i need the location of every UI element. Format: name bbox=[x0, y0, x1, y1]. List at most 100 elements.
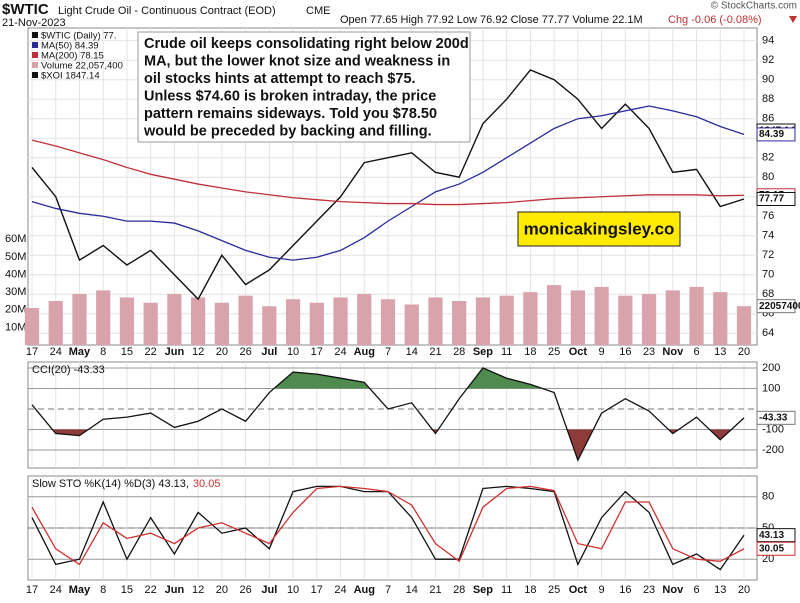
x-tick-label: Sep bbox=[473, 346, 493, 358]
panel-label-d: 30.05 bbox=[193, 478, 221, 490]
x-tick-label: Aug bbox=[354, 584, 375, 596]
annotation-line: Unless $74.60 is broken intraday, the pr… bbox=[144, 88, 436, 104]
source: © StockCharts.com bbox=[711, 1, 797, 12]
volume-bar bbox=[475, 297, 491, 345]
x-tick-label: Nov bbox=[662, 346, 684, 358]
x-tick-label: 18 bbox=[524, 584, 536, 596]
y-tick-label: 200 bbox=[762, 362, 780, 374]
series-line bbox=[31, 139, 745, 206]
series-line bbox=[31, 485, 745, 566]
y-tick-label: -200 bbox=[762, 444, 784, 456]
y-tick-label: 80 bbox=[762, 491, 774, 503]
legend-label: MA(200) 78.15 bbox=[41, 51, 104, 62]
y-tick-label: 74 bbox=[762, 230, 774, 242]
x-tick-label: Oct bbox=[569, 584, 588, 596]
legend-swatch bbox=[32, 52, 38, 58]
y2-tick-label: 60M bbox=[5, 233, 26, 245]
x-tick-label: 24 bbox=[334, 346, 346, 358]
series-line bbox=[31, 105, 745, 261]
x-tick-label: 16 bbox=[619, 346, 631, 358]
legend-swatch bbox=[32, 72, 38, 78]
volume-bar bbox=[238, 295, 253, 345]
x-tick-label: 13 bbox=[714, 584, 726, 596]
x-tick-label: 25 bbox=[548, 346, 560, 358]
down-arrow bbox=[789, 16, 797, 23]
x-tick-label: 20 bbox=[738, 346, 750, 358]
value-tag-label: 22057400 bbox=[759, 301, 800, 312]
x-tick-label: 10 bbox=[287, 584, 299, 596]
x-tick-label: 22 bbox=[145, 346, 157, 358]
volume-bar bbox=[665, 290, 680, 345]
x-tick-label: 26 bbox=[239, 346, 251, 358]
x-tick-label: 18 bbox=[524, 346, 536, 358]
watermark: monicakingsley.co bbox=[524, 219, 675, 238]
x-tick-label: 9 bbox=[599, 584, 605, 596]
legend-label: Volume 22,057,400 bbox=[41, 61, 123, 72]
y-tick-label: 64 bbox=[762, 327, 774, 339]
volume-bar bbox=[143, 302, 158, 345]
legend-swatch bbox=[32, 42, 38, 48]
watermark-box bbox=[517, 211, 681, 247]
value-tag bbox=[756, 541, 796, 556]
x-tick-label: 13 bbox=[714, 346, 726, 358]
x-tick-label: 15 bbox=[121, 346, 133, 358]
x-tick-label: May bbox=[69, 346, 91, 358]
volume-bar bbox=[523, 292, 538, 345]
volume-bar bbox=[380, 299, 396, 345]
x-tick-label: 7 bbox=[385, 346, 391, 358]
value-tag-label: 30.05 bbox=[759, 543, 784, 554]
volume-bar bbox=[214, 302, 229, 345]
x-tick-label: 14 bbox=[406, 346, 418, 358]
y2-tick-label: 40M bbox=[5, 268, 26, 280]
x-tick-label: 12 bbox=[192, 346, 204, 358]
volume-bar bbox=[333, 297, 348, 345]
y-tick-label: 88 bbox=[762, 93, 774, 105]
annotation-line: pattern remains sideways. Told you $78.5… bbox=[144, 106, 437, 122]
panel-label: Slow STO %K(14) %D(3) 43.13, 30.05 bbox=[32, 478, 220, 490]
exchange: CME bbox=[306, 5, 330, 17]
volume-bar bbox=[119, 297, 135, 345]
x-tick-label: 11 bbox=[501, 584, 512, 596]
value-tag-label: -43.33 bbox=[759, 412, 788, 423]
value-tag bbox=[756, 528, 796, 543]
x-tick-label: 21 bbox=[429, 584, 441, 596]
x-tick-label: 20 bbox=[216, 346, 228, 358]
x-tick-label: Jul bbox=[261, 346, 277, 358]
x-tick-label: 24 bbox=[50, 346, 62, 358]
x-tick-label: 8 bbox=[100, 346, 106, 358]
x-tick-label: 7 bbox=[385, 584, 391, 596]
value-tag bbox=[756, 410, 796, 425]
series-line bbox=[31, 69, 745, 301]
volume-bar bbox=[48, 300, 63, 345]
x-tick-label: 17 bbox=[26, 584, 38, 596]
legend-label: $XOI 1847.14 bbox=[41, 71, 100, 82]
y2-tick-label: 10M bbox=[5, 321, 26, 333]
x-tick-label: May bbox=[69, 584, 91, 596]
value-tag-label: 84.39 bbox=[759, 129, 784, 140]
y-tick-label: 82 bbox=[762, 152, 774, 164]
x-tick-label: 20 bbox=[216, 584, 228, 596]
volume-bar bbox=[547, 285, 562, 345]
volume-bar bbox=[285, 299, 301, 345]
volume-bar bbox=[262, 306, 277, 345]
x-tick-label: 9 bbox=[599, 346, 605, 358]
x-tick-label: 14 bbox=[406, 584, 418, 596]
legend-label: MA(50) 84.39 bbox=[41, 41, 99, 52]
x-tick-label: Aug bbox=[354, 346, 375, 358]
x-tick-label: 15 bbox=[121, 584, 133, 596]
annotation-line: Crude oil keeps consolidating right belo… bbox=[144, 36, 469, 52]
y-tick-label: 86 bbox=[762, 113, 774, 125]
x-tick-label: 24 bbox=[50, 584, 62, 596]
volume-bar bbox=[594, 286, 609, 345]
value-tag-label: 43.13 bbox=[759, 530, 784, 541]
legend-label: $WTIC (Daily) 77. bbox=[41, 31, 116, 42]
volume-bar bbox=[689, 286, 704, 345]
x-tick-label: Jun bbox=[165, 346, 185, 358]
volume-bar bbox=[96, 290, 111, 345]
value-tag bbox=[756, 127, 796, 142]
legend-swatch bbox=[32, 62, 38, 68]
volume-bar bbox=[191, 297, 206, 345]
y2-tick-label: 50M bbox=[5, 251, 26, 263]
y2-tick-label: 30M bbox=[5, 286, 26, 298]
x-tick-label: Sep bbox=[473, 584, 493, 596]
